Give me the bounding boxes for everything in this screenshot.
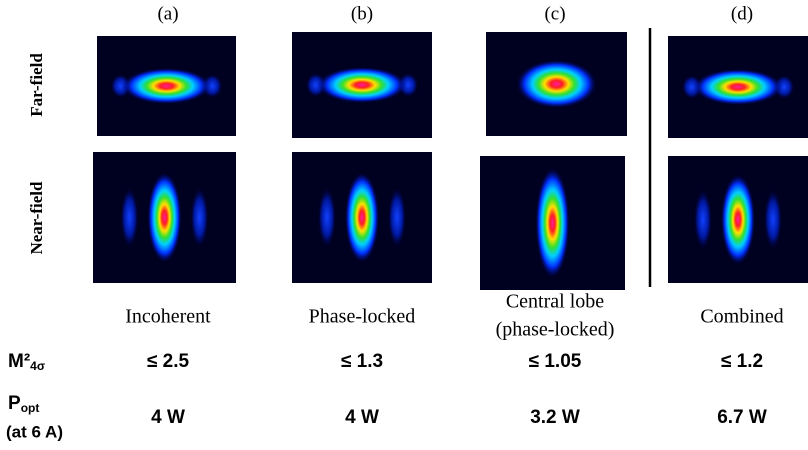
power-note: (at 6 A) bbox=[6, 422, 63, 441]
side-lobe bbox=[318, 187, 336, 248]
power-value: 3.2 W bbox=[530, 407, 580, 428]
power-label: Popt bbox=[8, 393, 39, 415]
m2-value: ≤ 1.2 bbox=[721, 351, 763, 372]
m2-label: M²4σ bbox=[8, 351, 45, 373]
side-lobe bbox=[388, 187, 406, 248]
power-value: 4 W bbox=[151, 407, 185, 428]
caption: Phase-locked bbox=[309, 306, 416, 328]
m2-main: M² bbox=[8, 351, 30, 372]
beam bbox=[122, 68, 211, 104]
power-value: 4 W bbox=[345, 407, 379, 428]
caption: (phase-locked) bbox=[496, 319, 615, 341]
beam bbox=[318, 67, 406, 103]
beam bbox=[694, 69, 782, 105]
beam bbox=[345, 172, 379, 263]
m2-value: ≤ 1.3 bbox=[341, 351, 383, 372]
m2-value: ≤ 1.05 bbox=[529, 351, 582, 372]
side-lobe bbox=[694, 189, 712, 250]
column-label: (a) bbox=[157, 3, 178, 24]
power-value: 6.7 W bbox=[717, 407, 767, 428]
column-label: (b) bbox=[351, 3, 373, 24]
row-label: Far-field bbox=[27, 53, 46, 117]
side-lobe bbox=[120, 187, 139, 248]
beam bbox=[147, 172, 182, 263]
caption: Combined bbox=[700, 306, 783, 328]
beam bbox=[516, 60, 597, 108]
caption: Incoherent bbox=[125, 306, 211, 328]
side-lobe bbox=[190, 187, 209, 248]
caption: Central lobe bbox=[506, 291, 604, 313]
column-label: (d) bbox=[731, 3, 753, 24]
power-sub: opt bbox=[21, 401, 40, 415]
beam bbox=[535, 168, 570, 278]
power-main: P bbox=[8, 393, 21, 414]
m2-sub: 4σ bbox=[30, 359, 45, 373]
m2-value: ≤ 2.5 bbox=[147, 351, 190, 372]
row-label: Near-field bbox=[27, 181, 46, 255]
column-label: (c) bbox=[544, 3, 565, 24]
side-lobe bbox=[764, 189, 782, 250]
beam bbox=[721, 174, 755, 265]
